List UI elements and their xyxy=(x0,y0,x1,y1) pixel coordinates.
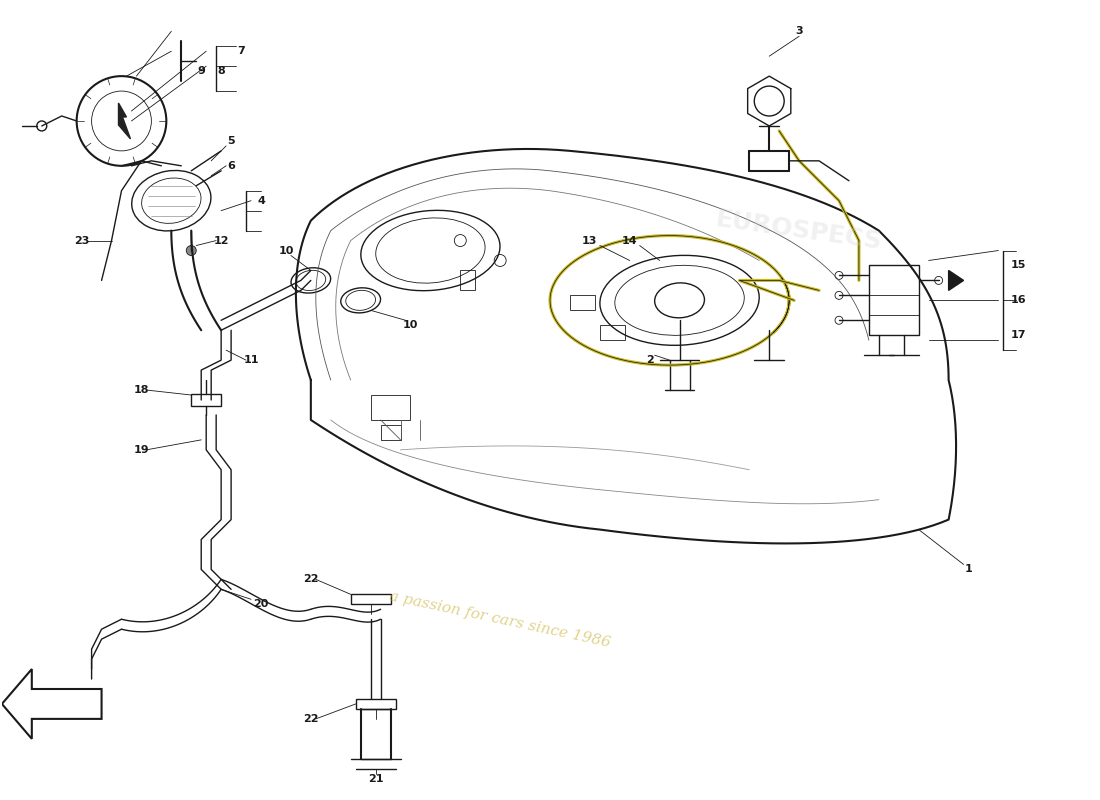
Circle shape xyxy=(186,246,196,255)
Text: 15: 15 xyxy=(1011,261,1026,270)
Polygon shape xyxy=(948,270,964,290)
Text: 20: 20 xyxy=(253,599,268,610)
Bar xyxy=(460,270,475,290)
Text: 10: 10 xyxy=(278,246,294,255)
Text: 14: 14 xyxy=(621,235,638,246)
Text: a passion for cars since 1986: a passion for cars since 1986 xyxy=(388,589,612,650)
Text: 4: 4 xyxy=(257,196,265,206)
Bar xyxy=(351,594,390,604)
Bar xyxy=(570,295,595,310)
Text: 21: 21 xyxy=(367,774,384,784)
Bar xyxy=(600,326,625,340)
Bar xyxy=(869,266,918,335)
Text: 19: 19 xyxy=(133,445,150,455)
Text: 18: 18 xyxy=(134,385,150,395)
Bar xyxy=(371,395,410,420)
Text: 22: 22 xyxy=(304,574,319,584)
Polygon shape xyxy=(119,103,131,139)
Bar xyxy=(355,699,396,709)
Text: 12: 12 xyxy=(213,235,229,246)
Text: 3: 3 xyxy=(795,26,803,36)
Text: 23: 23 xyxy=(74,235,89,246)
Text: 17: 17 xyxy=(1011,330,1026,340)
Text: 11: 11 xyxy=(243,355,258,365)
Text: 6: 6 xyxy=(228,161,235,171)
Text: 9: 9 xyxy=(197,66,206,76)
Bar xyxy=(191,394,221,406)
Text: 5: 5 xyxy=(228,136,235,146)
Text: 16: 16 xyxy=(1011,295,1026,306)
Text: 22: 22 xyxy=(304,714,319,724)
Text: 2: 2 xyxy=(646,355,653,365)
Text: 7: 7 xyxy=(238,46,245,56)
Text: 1: 1 xyxy=(965,565,972,574)
Text: EUROSPECS: EUROSPECS xyxy=(714,207,884,254)
Bar xyxy=(381,425,400,440)
Text: 8: 8 xyxy=(218,66,226,76)
Text: 13: 13 xyxy=(582,235,597,246)
Text: 10: 10 xyxy=(403,320,418,330)
